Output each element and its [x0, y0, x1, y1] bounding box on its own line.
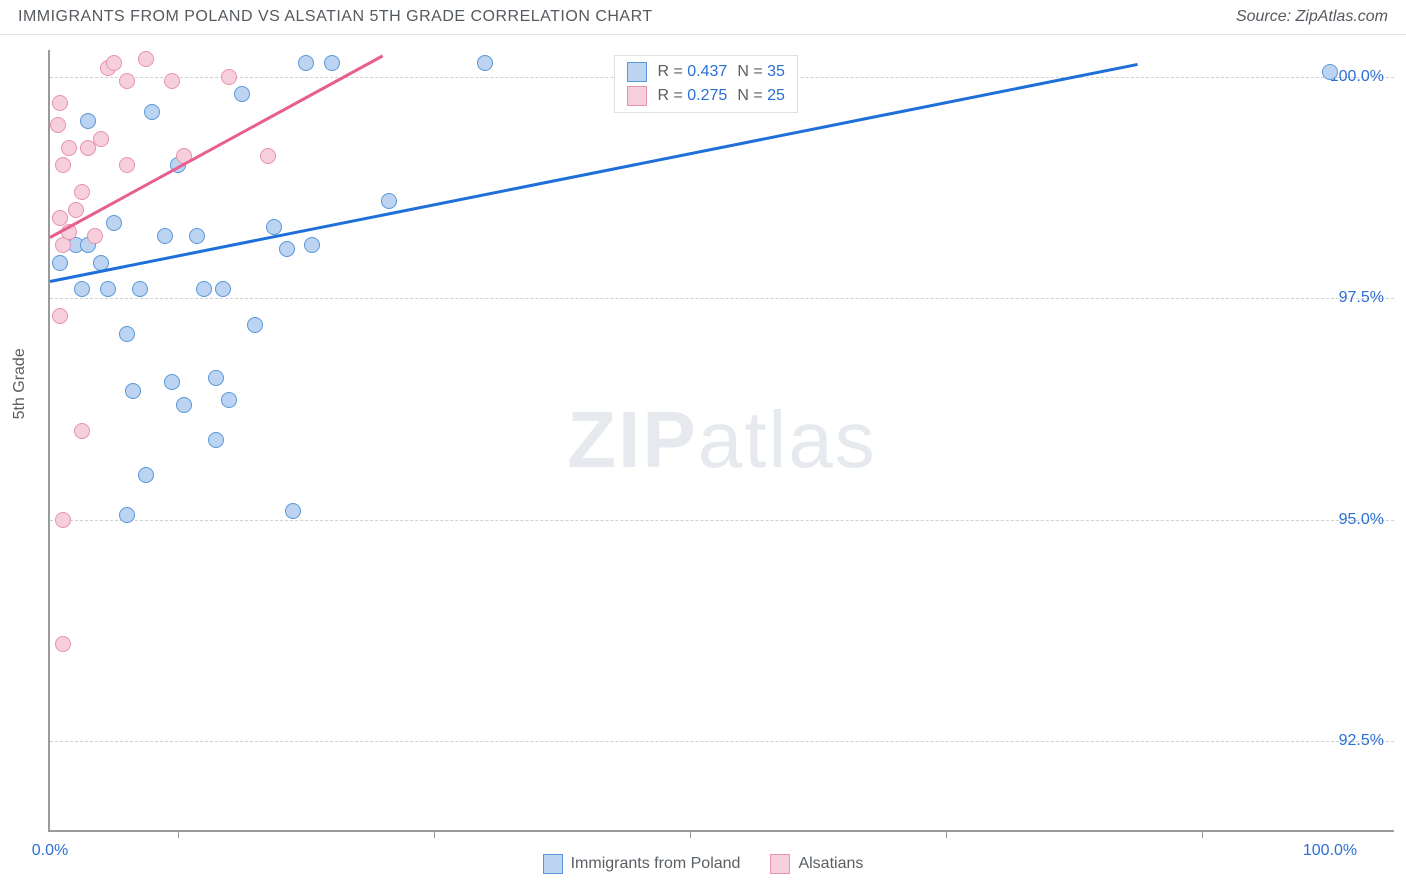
data-point: [164, 73, 180, 89]
data-point: [55, 636, 71, 652]
data-point: [221, 392, 237, 408]
data-point: [215, 281, 231, 297]
data-point: [100, 281, 116, 297]
data-point: [234, 86, 250, 102]
legend-r: R = 0.437: [657, 63, 727, 81]
legend-bottom: Immigrants from Poland Alsatians: [0, 854, 1406, 874]
data-point: [260, 148, 276, 164]
plot-region: ZIPatlas 92.5%95.0%97.5%100.0%0.0%100.0%…: [48, 50, 1394, 832]
data-point: [1322, 64, 1338, 80]
legend-n: N = 35: [737, 63, 785, 81]
data-point: [298, 55, 314, 71]
data-point: [125, 383, 141, 399]
watermark-bold: ZIP: [567, 395, 697, 484]
data-point: [285, 503, 301, 519]
y-tick-label: 97.5%: [1339, 289, 1384, 307]
chart-header: IMMIGRANTS FROM POLAND VS ALSATIAN 5TH G…: [0, 0, 1406, 35]
data-point: [221, 69, 237, 85]
grid-line: [50, 520, 1394, 521]
x-tick: [946, 830, 947, 838]
data-point: [52, 308, 68, 324]
data-point: [55, 512, 71, 528]
data-point: [164, 374, 180, 390]
data-point: [157, 228, 173, 244]
data-point: [304, 237, 320, 253]
data-point: [119, 157, 135, 173]
data-point: [247, 317, 263, 333]
y-tick-label: 95.0%: [1339, 511, 1384, 529]
watermark-light: atlas: [698, 395, 877, 484]
data-point: [52, 95, 68, 111]
x-tick: [690, 830, 691, 838]
data-point: [52, 255, 68, 271]
data-point: [55, 157, 71, 173]
data-point: [74, 281, 90, 297]
chart-title: IMMIGRANTS FROM POLAND VS ALSATIAN 5TH G…: [18, 8, 653, 26]
legend-swatch: [543, 854, 563, 874]
regression-line: [50, 63, 1139, 283]
data-point: [208, 432, 224, 448]
watermark: ZIPatlas: [567, 394, 876, 486]
chart-area: ZIPatlas 92.5%95.0%97.5%100.0%0.0%100.0%…: [48, 50, 1394, 832]
legend-series: Immigrants from Poland: [543, 854, 741, 874]
data-point: [477, 55, 493, 71]
data-point: [324, 55, 340, 71]
legend-n: N = 25: [737, 87, 785, 105]
grid-line: [50, 298, 1394, 299]
data-point: [74, 184, 90, 200]
data-point: [61, 140, 77, 156]
data-point: [52, 210, 68, 226]
data-point: [132, 281, 148, 297]
legend-series: Alsatians: [770, 854, 863, 874]
data-point: [106, 55, 122, 71]
legend-swatch: [770, 854, 790, 874]
data-point: [119, 326, 135, 342]
data-point: [93, 131, 109, 147]
data-point: [50, 117, 66, 133]
legend-r: R = 0.275: [657, 87, 727, 105]
data-point: [176, 397, 192, 413]
data-point: [87, 228, 103, 244]
legend-series-name: Alsatians: [798, 855, 863, 873]
correlation-legend: R = 0.437 N = 35 R = 0.275 N = 25: [614, 55, 797, 113]
legend-swatch: [627, 86, 647, 106]
data-point: [106, 215, 122, 231]
data-point: [119, 73, 135, 89]
data-point: [189, 228, 205, 244]
source-attribution: Source: ZipAtlas.com: [1236, 8, 1388, 26]
x-tick: [178, 830, 179, 838]
regression-line: [49, 55, 383, 239]
y-axis-title: 5th Grade: [11, 348, 29, 419]
data-point: [266, 219, 282, 235]
data-point: [144, 104, 160, 120]
data-point: [138, 51, 154, 67]
data-point: [74, 423, 90, 439]
x-tick: [1202, 830, 1203, 838]
data-point: [80, 113, 96, 129]
y-tick-label: 92.5%: [1339, 732, 1384, 750]
data-point: [119, 507, 135, 523]
legend-row: R = 0.275 N = 25: [627, 86, 784, 106]
data-point: [68, 202, 84, 218]
data-point: [208, 370, 224, 386]
x-tick: [434, 830, 435, 838]
data-point: [138, 467, 154, 483]
data-point: [381, 193, 397, 209]
legend-series-name: Immigrants from Poland: [571, 855, 741, 873]
grid-line: [50, 741, 1394, 742]
data-point: [279, 241, 295, 257]
legend-row: R = 0.437 N = 35: [627, 62, 784, 82]
data-point: [196, 281, 212, 297]
legend-swatch: [627, 62, 647, 82]
